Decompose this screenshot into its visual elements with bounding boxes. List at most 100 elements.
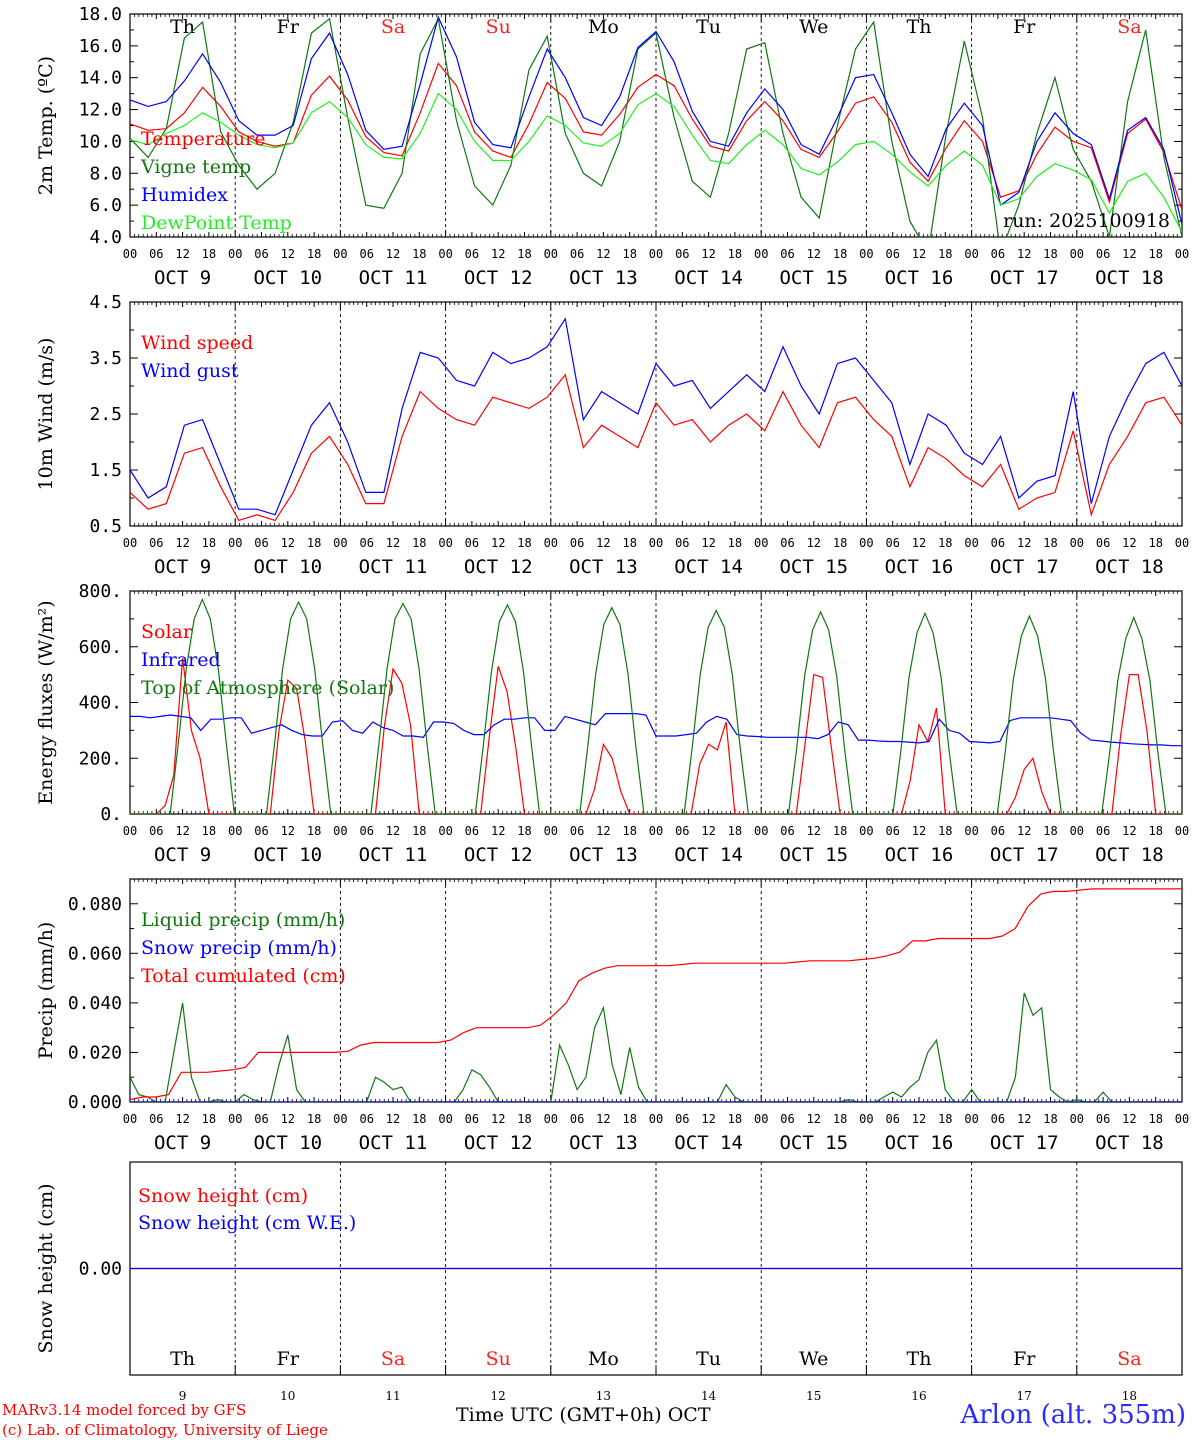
hour-tick-label: 00 bbox=[859, 247, 873, 261]
hour-tick-label: 12 bbox=[807, 824, 821, 838]
hour-tick-label: 18 bbox=[833, 536, 847, 550]
hour-tick-label: 06 bbox=[885, 247, 899, 261]
hour-tick-label: 06 bbox=[359, 1112, 373, 1126]
hour-tick-label: 00 bbox=[228, 824, 242, 838]
y-tick-label: 0.000 bbox=[68, 1092, 122, 1113]
series-line-temperature bbox=[130, 62, 1182, 211]
hour-tick-label: 00 bbox=[544, 247, 558, 261]
hour-tick-label: 18 bbox=[622, 247, 636, 261]
hour-tick-label: 06 bbox=[359, 536, 373, 550]
hour-tick-label: 12 bbox=[491, 1112, 505, 1126]
hour-tick-label: 12 bbox=[701, 1112, 715, 1126]
series-line-humidex bbox=[130, 15, 1182, 225]
hour-tick-label: 18 bbox=[1043, 824, 1057, 838]
hour-tick-label: 18 bbox=[728, 536, 742, 550]
date-label: OCT 9 bbox=[154, 267, 211, 289]
y-tick-label: 0.040 bbox=[68, 993, 122, 1014]
hour-tick-label: 00 bbox=[544, 1112, 558, 1126]
hour-tick-label: 12 bbox=[491, 536, 505, 550]
hour-tick-label: 06 bbox=[1096, 247, 1110, 261]
hour-tick-label: 18 bbox=[412, 536, 426, 550]
date-label: OCT 13 bbox=[569, 556, 638, 578]
model-label: MARv3.14 model forced by GFS bbox=[2, 1401, 247, 1419]
weekday-label: Su bbox=[486, 16, 511, 38]
hour-tick-label: 06 bbox=[254, 824, 268, 838]
hour-tick-label: 18 bbox=[622, 1112, 636, 1126]
y-tick-label: 0.00 bbox=[79, 1259, 122, 1280]
hour-tick-label: 06 bbox=[675, 247, 689, 261]
hour-tick-label: 12 bbox=[596, 1112, 610, 1126]
hour-tick-label: 00 bbox=[333, 536, 347, 550]
hour-tick-label: 00 bbox=[649, 247, 663, 261]
hour-tick-label: 06 bbox=[149, 247, 163, 261]
hour-tick-label: 06 bbox=[780, 824, 794, 838]
day-number-label: 17 bbox=[1017, 1389, 1032, 1403]
legend-entry: Infrared bbox=[141, 649, 221, 671]
hour-tick-label: 12 bbox=[1017, 824, 1031, 838]
hour-tick-label: 18 bbox=[833, 1112, 847, 1126]
hour-tick-label: 00 bbox=[438, 824, 452, 838]
y-axis-label: Snow height (cm) bbox=[35, 1183, 57, 1353]
hour-tick-label: 00 bbox=[1175, 536, 1189, 550]
y-axis-label: Precip (mm/h) bbox=[35, 922, 57, 1060]
weekday-label: Sa bbox=[1117, 1348, 1141, 1370]
y-tick-label: 0.060 bbox=[68, 943, 122, 964]
panel-wind: 0.5 1.5 2.5 3.5 4.5 10m Wind (m/s) 00 06 12 18 OCT… bbox=[35, 292, 1189, 578]
hour-tick-label: 06 bbox=[465, 824, 479, 838]
hour-tick-label: 18 bbox=[622, 536, 636, 550]
legend-entry: Total cumulated (cm) bbox=[141, 965, 346, 987]
copyright-label: (c) Lab. of Climatology, University of L… bbox=[2, 1421, 328, 1439]
hour-tick-label: 06 bbox=[885, 1112, 899, 1126]
legend-entry: Humidex bbox=[141, 184, 228, 206]
hour-tick-label: 00 bbox=[123, 1112, 137, 1126]
date-label: OCT 15 bbox=[779, 556, 848, 578]
day-number-label: 18 bbox=[1122, 1389, 1137, 1403]
y-tick-label: 16.0 bbox=[79, 36, 122, 57]
weekday-label: Sa bbox=[1117, 16, 1141, 38]
hour-tick-label: 06 bbox=[991, 536, 1005, 550]
y-tick-label: 4.0 bbox=[89, 227, 122, 248]
hour-tick-label: 06 bbox=[570, 824, 584, 838]
hour-tick-label: 00 bbox=[1070, 247, 1084, 261]
hour-tick-label: 06 bbox=[149, 1112, 163, 1126]
hour-tick-label: 00 bbox=[123, 824, 137, 838]
hour-tick-label: 18 bbox=[1043, 536, 1057, 550]
hour-tick-label: 00 bbox=[754, 824, 768, 838]
date-label: OCT 11 bbox=[359, 844, 428, 866]
hour-tick-label: 12 bbox=[807, 1112, 821, 1126]
panel-precip: 0.000 0.020 0.040 0.060 0.080 Precip (mm/h) 00… bbox=[35, 878, 1189, 1154]
hour-tick-label: 12 bbox=[281, 1112, 295, 1126]
date-label: OCT 12 bbox=[464, 267, 533, 289]
day-number-label: 9 bbox=[179, 1389, 187, 1403]
y-tick-label: 0.080 bbox=[68, 894, 122, 915]
hour-tick-label: 12 bbox=[175, 536, 189, 550]
model-credit: MARv3.14 model forced by GFS (c) Lab. of… bbox=[2, 1400, 328, 1440]
hour-tick-label: 12 bbox=[1122, 247, 1136, 261]
hour-tick-label: 12 bbox=[175, 247, 189, 261]
hour-tick-label: 12 bbox=[281, 247, 295, 261]
day-number-label: 11 bbox=[385, 1389, 400, 1403]
hour-tick-label: 12 bbox=[386, 536, 400, 550]
hour-tick-label: 00 bbox=[964, 247, 978, 261]
legend-entry: Wind gust bbox=[141, 360, 239, 382]
hour-tick-label: 00 bbox=[649, 536, 663, 550]
panel-temp: 4.0 6.0 8.0 10.0 12.0 14.0 16.0 18.0 2m Temp. (º… bbox=[35, 4, 1189, 289]
hour-tick-label: 12 bbox=[386, 824, 400, 838]
hour-tick-label: 18 bbox=[307, 1112, 321, 1126]
series-line-wind-speed bbox=[130, 373, 1182, 522]
hour-tick-label: 12 bbox=[807, 247, 821, 261]
hour-tick-label: 18 bbox=[728, 1112, 742, 1126]
hour-tick-label: 18 bbox=[938, 1112, 952, 1126]
hour-tick-label: 12 bbox=[912, 1112, 926, 1126]
legend-entry: Wind speed bbox=[141, 332, 253, 354]
hour-tick-label: 18 bbox=[833, 824, 847, 838]
date-label: OCT 18 bbox=[1095, 844, 1164, 866]
weekday-label: Fr bbox=[1013, 16, 1036, 38]
hour-tick-label: 18 bbox=[202, 536, 216, 550]
hour-tick-label: 18 bbox=[517, 824, 531, 838]
weekday-label: Th bbox=[170, 16, 195, 38]
hour-tick-label: 00 bbox=[1070, 536, 1084, 550]
day-number-label: 16 bbox=[911, 1389, 926, 1403]
hour-tick-label: 12 bbox=[807, 536, 821, 550]
series-line-solar bbox=[130, 657, 1182, 814]
